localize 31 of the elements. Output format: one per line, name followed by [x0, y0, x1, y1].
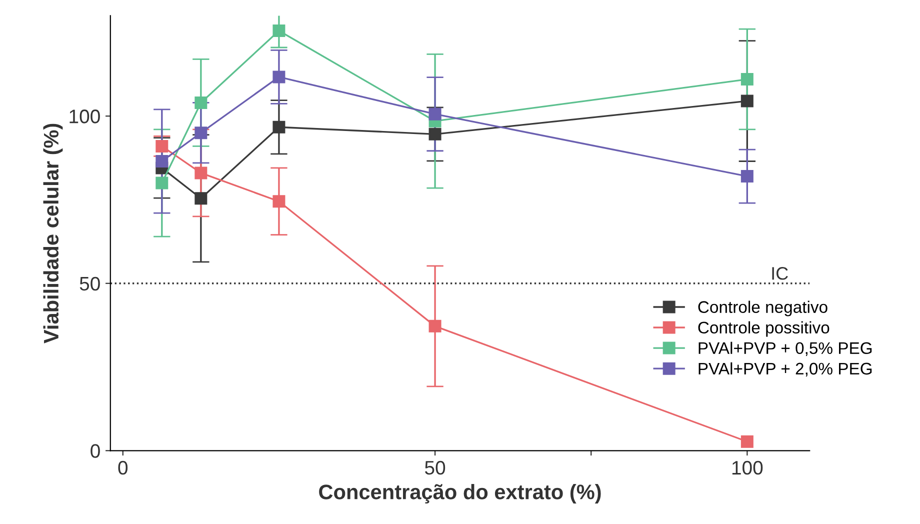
point	[194, 192, 208, 205]
point	[272, 120, 286, 134]
point	[740, 170, 754, 183]
point	[156, 155, 168, 168]
point	[740, 73, 754, 86]
point	[272, 24, 286, 38]
point	[156, 176, 168, 190]
legend-label: Controle possitivo	[698, 321, 830, 337]
ref-line-label: IC	[772, 267, 788, 280]
y-tick-label: 50	[80, 276, 100, 291]
legend-label: PVAl+PVP + 0,5% PEG	[698, 342, 872, 356]
x-tick-label: 0	[118, 460, 128, 475]
x-tick-label: 50	[424, 460, 446, 475]
y-tick-label: 100	[70, 110, 100, 124]
point	[428, 108, 442, 120]
x-tick-label: 100	[732, 460, 763, 475]
point	[272, 195, 286, 208]
point	[740, 94, 754, 108]
point	[428, 128, 442, 140]
point	[740, 435, 754, 448]
y-axis-title: Viabilidade celular (%)	[43, 124, 63, 344]
legend-label: PVAl+PVP + 2,0% PEG	[698, 362, 872, 377]
legend-label: Controle negativo	[698, 300, 828, 316]
point	[272, 70, 286, 84]
point	[194, 96, 208, 109]
x-axis-title: Concentração do extrato (%)	[319, 484, 601, 504]
point	[428, 320, 442, 332]
point	[194, 126, 208, 140]
point	[156, 140, 168, 152]
y-tick-label: 0	[90, 444, 100, 458]
point	[194, 166, 208, 180]
